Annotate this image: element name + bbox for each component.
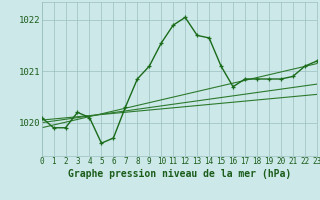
X-axis label: Graphe pression niveau de la mer (hPa): Graphe pression niveau de la mer (hPa) bbox=[68, 169, 291, 179]
